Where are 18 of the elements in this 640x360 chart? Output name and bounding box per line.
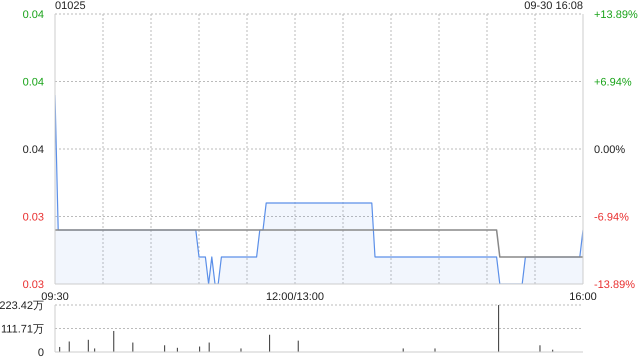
y2-tick-label: 0.00% bbox=[594, 144, 626, 156]
chart-title: 01025 bbox=[55, 0, 86, 12]
y2-tick-label: +6.94% bbox=[594, 76, 632, 89]
y-tick-label: 0.04 bbox=[22, 9, 44, 21]
y2-tick-label: +13.89% bbox=[594, 9, 638, 21]
y-tick-label: 0.03 bbox=[22, 212, 44, 224]
y2-tick-label: -6.94% bbox=[594, 211, 630, 224]
text: 09-30 16:08 bbox=[524, 0, 583, 12]
y-tick-label: 0.03 bbox=[22, 279, 44, 291]
x-tick-label: 16:00 bbox=[569, 290, 597, 303]
y-tick-label: 0 bbox=[38, 347, 44, 359]
x-tick-label: 12:00/13:00 bbox=[266, 290, 324, 303]
x-tick-label: 09:30 bbox=[41, 290, 69, 303]
y-tick-label: 223.42万 bbox=[0, 300, 44, 312]
y-tick-label: 111.71万 bbox=[0, 324, 44, 336]
y2-tick-label: -13.89% bbox=[594, 279, 636, 291]
y-tick-label: 0.04 bbox=[22, 76, 44, 88]
y-tick-label: 0.04 bbox=[22, 144, 44, 156]
